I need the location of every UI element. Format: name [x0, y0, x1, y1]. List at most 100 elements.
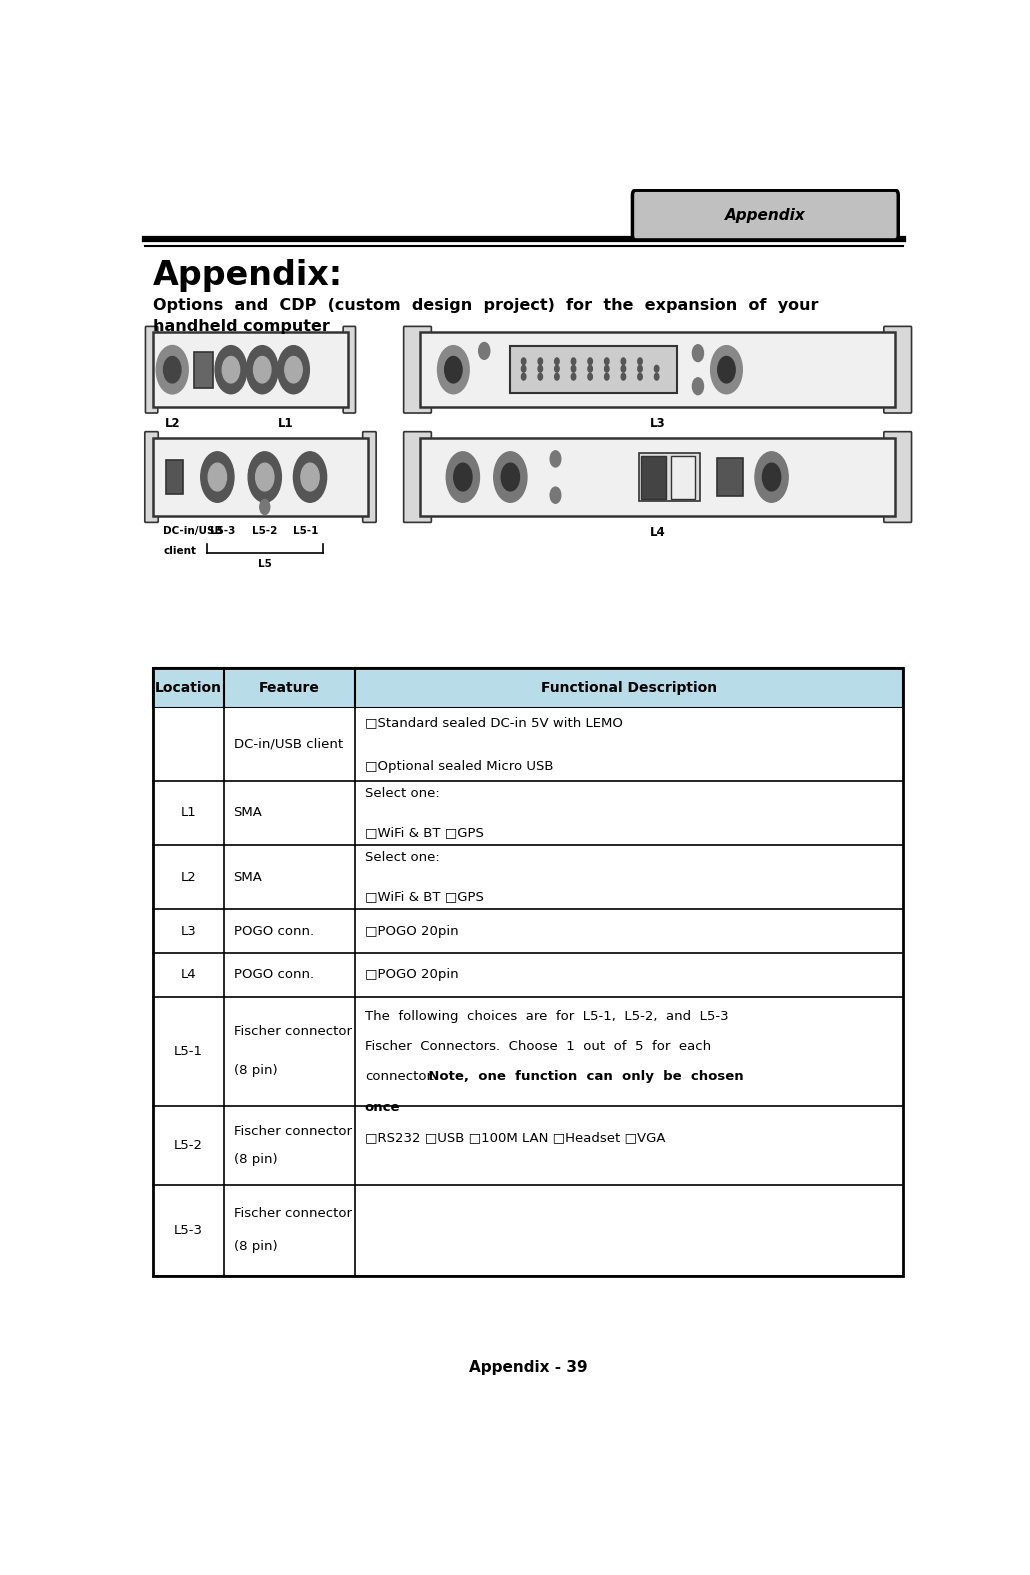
- Text: DC-in/USB: DC-in/USB: [163, 526, 222, 536]
- Text: once: once: [365, 1101, 401, 1114]
- Circle shape: [164, 356, 181, 383]
- Circle shape: [692, 345, 703, 362]
- Text: Functional Description: Functional Description: [541, 680, 717, 695]
- Circle shape: [285, 356, 302, 383]
- Circle shape: [572, 365, 576, 372]
- Circle shape: [157, 345, 188, 394]
- Circle shape: [605, 358, 609, 365]
- Bar: [152, 781, 903, 846]
- Circle shape: [654, 373, 659, 380]
- Text: Options  and  CDP  (custom  design  project)  for  the  expansion  of  your: Options and CDP (custom design project) …: [152, 298, 818, 313]
- Bar: [717, 458, 743, 496]
- Text: The  following  choices  are  for  L5-1,  L5-2,  and  L5-3: The following choices are for L5-1, L5-2…: [365, 1010, 728, 1022]
- Bar: [152, 709, 903, 781]
- Circle shape: [454, 463, 472, 491]
- Circle shape: [521, 365, 526, 372]
- FancyBboxPatch shape: [632, 191, 898, 239]
- Text: Fischer connector: Fischer connector: [234, 1125, 351, 1137]
- Bar: [641, 455, 665, 499]
- Text: Fischer connector: Fischer connector: [234, 1025, 351, 1038]
- FancyBboxPatch shape: [363, 432, 376, 523]
- Text: SMA: SMA: [234, 806, 263, 819]
- Bar: [152, 1106, 903, 1184]
- Circle shape: [638, 365, 643, 372]
- Text: L5-3: L5-3: [174, 1224, 203, 1236]
- Text: handheld computer: handheld computer: [152, 318, 330, 334]
- Text: Location: Location: [154, 680, 221, 695]
- Circle shape: [538, 373, 543, 380]
- Circle shape: [654, 365, 659, 372]
- Circle shape: [248, 452, 281, 502]
- Text: SMA: SMA: [234, 871, 263, 884]
- Text: L3: L3: [650, 417, 665, 430]
- Text: L5-2: L5-2: [251, 526, 277, 536]
- Text: POGO conn.: POGO conn.: [234, 925, 314, 937]
- Text: client: client: [163, 545, 196, 556]
- Circle shape: [621, 365, 625, 372]
- Text: Select one:: Select one:: [365, 852, 440, 865]
- Text: □RS232 □USB □100M LAN □Headset □VGA: □RS232 □USB □100M LAN □Headset □VGA: [365, 1131, 665, 1143]
- Circle shape: [222, 356, 240, 383]
- Text: Appendix - 39: Appendix - 39: [469, 1361, 587, 1375]
- Circle shape: [521, 373, 526, 380]
- Bar: [152, 668, 903, 709]
- Text: □POGO 20pin: □POGO 20pin: [365, 925, 458, 937]
- Circle shape: [621, 373, 625, 380]
- Text: L1: L1: [278, 417, 294, 430]
- Text: L5-2: L5-2: [174, 1139, 203, 1151]
- Circle shape: [711, 345, 743, 394]
- Circle shape: [718, 356, 735, 383]
- Circle shape: [253, 356, 271, 383]
- Circle shape: [538, 358, 543, 365]
- Text: Fischer connector: Fischer connector: [234, 1208, 351, 1221]
- Circle shape: [555, 365, 559, 372]
- Circle shape: [638, 358, 643, 365]
- FancyBboxPatch shape: [884, 432, 912, 523]
- Circle shape: [521, 358, 526, 365]
- Bar: [420, 332, 895, 408]
- FancyBboxPatch shape: [343, 326, 355, 413]
- Circle shape: [538, 365, 543, 372]
- Circle shape: [588, 373, 592, 380]
- Text: Note,  one  function  can  only  be  chosen: Note, one function can only be chosen: [419, 1071, 744, 1084]
- Text: L5: L5: [258, 559, 272, 569]
- Circle shape: [621, 358, 625, 365]
- Text: □Optional sealed Micro USB: □Optional sealed Micro USB: [365, 759, 553, 773]
- FancyBboxPatch shape: [145, 432, 159, 523]
- Text: Select one:: Select one:: [365, 788, 440, 800]
- Circle shape: [201, 452, 234, 502]
- Text: L1: L1: [180, 806, 196, 819]
- Text: Feature: Feature: [260, 680, 320, 695]
- Circle shape: [638, 373, 643, 380]
- Text: L5-1: L5-1: [294, 526, 318, 536]
- Circle shape: [445, 356, 462, 383]
- Circle shape: [555, 373, 559, 380]
- FancyBboxPatch shape: [404, 326, 432, 413]
- Circle shape: [301, 463, 319, 491]
- Circle shape: [550, 450, 560, 466]
- Text: (8 pin): (8 pin): [234, 1065, 277, 1077]
- FancyBboxPatch shape: [404, 432, 432, 523]
- Circle shape: [692, 378, 703, 395]
- Text: Appendix:: Appendix:: [152, 260, 343, 293]
- Text: L5-3: L5-3: [210, 526, 236, 536]
- Circle shape: [550, 487, 560, 504]
- Circle shape: [255, 463, 274, 491]
- Text: □WiFi & BT □GPS: □WiFi & BT □GPS: [365, 825, 484, 839]
- Circle shape: [572, 358, 576, 365]
- Circle shape: [215, 345, 247, 394]
- Text: □Standard sealed DC-in 5V with LEMO: □Standard sealed DC-in 5V with LEMO: [365, 717, 623, 729]
- Circle shape: [762, 463, 781, 491]
- Circle shape: [246, 345, 278, 394]
- Bar: [152, 438, 369, 517]
- Bar: [671, 455, 695, 499]
- Text: L5-1: L5-1: [174, 1044, 203, 1058]
- FancyBboxPatch shape: [884, 326, 912, 413]
- Text: L2: L2: [165, 417, 180, 430]
- Bar: [194, 351, 213, 387]
- Circle shape: [446, 452, 479, 502]
- Circle shape: [588, 365, 592, 372]
- Bar: [152, 997, 903, 1106]
- Text: □WiFi & BT □GPS: □WiFi & BT □GPS: [365, 890, 484, 902]
- Text: POGO conn.: POGO conn.: [234, 969, 314, 981]
